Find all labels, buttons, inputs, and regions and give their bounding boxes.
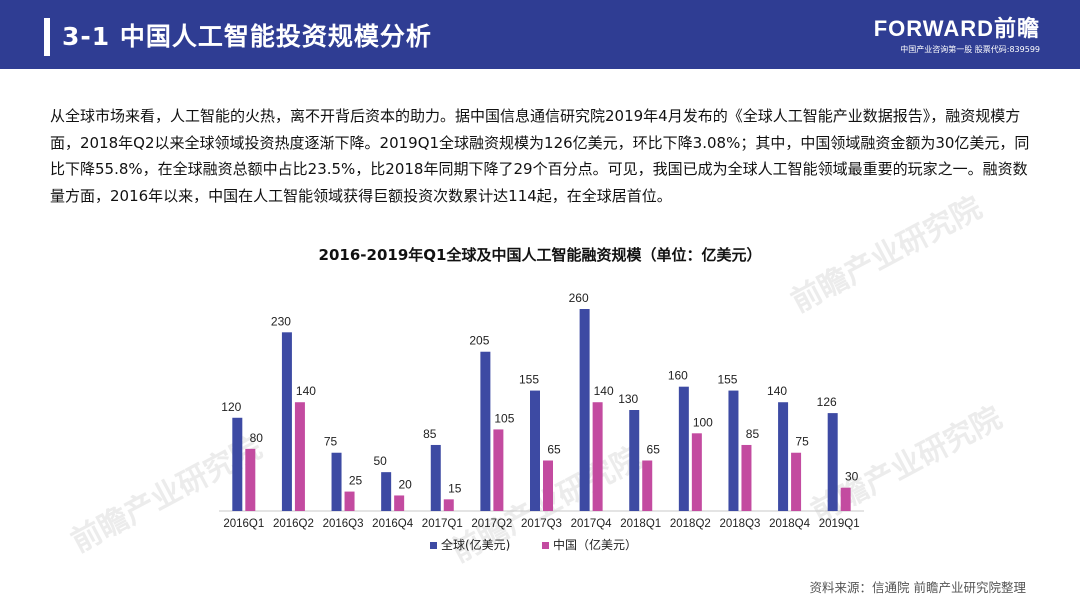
data-label-china: 80 bbox=[250, 431, 264, 445]
data-label-global: 230 bbox=[271, 314, 291, 328]
bar-chart: 120 80 2016Q1 230 140 2016Q2 75 25 2016Q3 50 20 201… bbox=[219, 291, 864, 552]
x-tick-label: 2018Q4 bbox=[769, 518, 811, 530]
data-label-global: 260 bbox=[569, 291, 589, 305]
data-label-global: 130 bbox=[618, 392, 638, 406]
data-label-global: 120 bbox=[221, 400, 241, 414]
data-label-china: 65 bbox=[547, 443, 561, 457]
legend-label-global: 全球(亿美元) bbox=[441, 537, 510, 552]
bar-global bbox=[331, 452, 342, 511]
data-label-china: 65 bbox=[647, 443, 661, 457]
bar-china bbox=[394, 495, 405, 511]
bar-china bbox=[642, 460, 653, 511]
bar-global bbox=[232, 417, 243, 511]
x-tick-label: 2016Q4 bbox=[372, 518, 414, 530]
x-tick-label: 2016Q3 bbox=[323, 518, 364, 530]
bar-global bbox=[579, 309, 590, 511]
bar-china bbox=[592, 402, 603, 511]
data-label-china: 25 bbox=[349, 474, 363, 488]
bar-china bbox=[741, 444, 752, 511]
bar-global bbox=[530, 390, 540, 511]
summary-paragraph: 从全球市场来看，人工智能的火热，离不开背后资本的助力。据中国信息通信研究院201… bbox=[50, 107, 1030, 205]
page-title: 3-1 中国人工智能投资规模分析 bbox=[62, 22, 432, 51]
bar-china bbox=[443, 499, 454, 511]
data-label-china: 85 bbox=[746, 427, 760, 441]
data-label-china: 140 bbox=[296, 384, 316, 398]
x-tick-label: 2018Q1 bbox=[620, 518, 661, 530]
data-label-global: 205 bbox=[469, 334, 489, 348]
data-label-china: 100 bbox=[693, 415, 713, 429]
bar-china bbox=[543, 460, 553, 511]
data-label-china: 20 bbox=[398, 477, 412, 491]
x-tick-label: 2018Q2 bbox=[670, 518, 711, 530]
data-label-china: 105 bbox=[494, 411, 514, 425]
bar-global bbox=[480, 351, 491, 511]
data-label-global: 126 bbox=[817, 395, 837, 409]
bar-china bbox=[840, 487, 851, 511]
bar-global bbox=[827, 413, 838, 511]
bar-global bbox=[678, 386, 689, 511]
header-bar: 3-1 中国人工智能投资规模分析 FORWARD前瞻 中国产业咨询第一股 股票代… bbox=[0, 0, 1080, 69]
x-tick-label: 2017Q3 bbox=[521, 518, 562, 530]
x-tick-label: 2018Q3 bbox=[719, 518, 760, 530]
bar-global bbox=[629, 410, 640, 511]
bar-global bbox=[778, 402, 789, 511]
bar-china bbox=[493, 429, 504, 511]
x-tick-label: 2017Q1 bbox=[422, 518, 463, 530]
bar-china bbox=[294, 402, 305, 511]
bar-global bbox=[281, 332, 292, 511]
data-label-global: 155 bbox=[717, 373, 737, 387]
legend-swatch-china bbox=[542, 542, 549, 549]
bar-global bbox=[381, 472, 392, 511]
bar-china bbox=[245, 448, 256, 511]
legend-label-china: 中国（亿美元） bbox=[553, 537, 637, 552]
source-note: 资料来源：信通院 前瞻产业研究院整理 bbox=[809, 580, 1026, 595]
data-label-global: 140 bbox=[767, 384, 787, 398]
bar-global bbox=[430, 444, 441, 511]
logo-text: FORWARD前瞻 bbox=[873, 16, 1040, 41]
legend-swatch-global bbox=[430, 542, 437, 549]
bar-china bbox=[344, 491, 355, 511]
bar-global bbox=[728, 390, 739, 511]
x-tick-label: 2017Q4 bbox=[571, 518, 613, 530]
data-label-global: 50 bbox=[373, 454, 387, 468]
x-tick-label: 2016Q2 bbox=[273, 518, 314, 530]
x-tick-label: 2019Q1 bbox=[819, 518, 860, 530]
x-tick-label: 2016Q1 bbox=[223, 518, 264, 530]
bar-china bbox=[791, 452, 802, 511]
chart-title: 2016-2019年Q1全球及中国人工智能融资规模（单位：亿美元） bbox=[318, 246, 762, 264]
x-tick-label: 2017Q2 bbox=[471, 518, 512, 530]
data-label-china: 15 bbox=[448, 481, 462, 495]
header-accent bbox=[44, 18, 50, 56]
data-label-china: 75 bbox=[795, 435, 809, 449]
data-label-china: 140 bbox=[594, 384, 614, 398]
data-label-china: 30 bbox=[845, 470, 859, 484]
data-label-global: 75 bbox=[324, 435, 338, 449]
data-label-global: 85 bbox=[423, 427, 437, 441]
logo-subtext: 中国产业咨询第一股 股票代码:839599 bbox=[900, 45, 1040, 54]
bar-china bbox=[691, 433, 702, 511]
data-label-global: 160 bbox=[668, 369, 688, 383]
data-label-global: 155 bbox=[519, 373, 539, 387]
forward-logo: FORWARD前瞻 中国产业咨询第一股 股票代码:839599 bbox=[874, 18, 1040, 55]
